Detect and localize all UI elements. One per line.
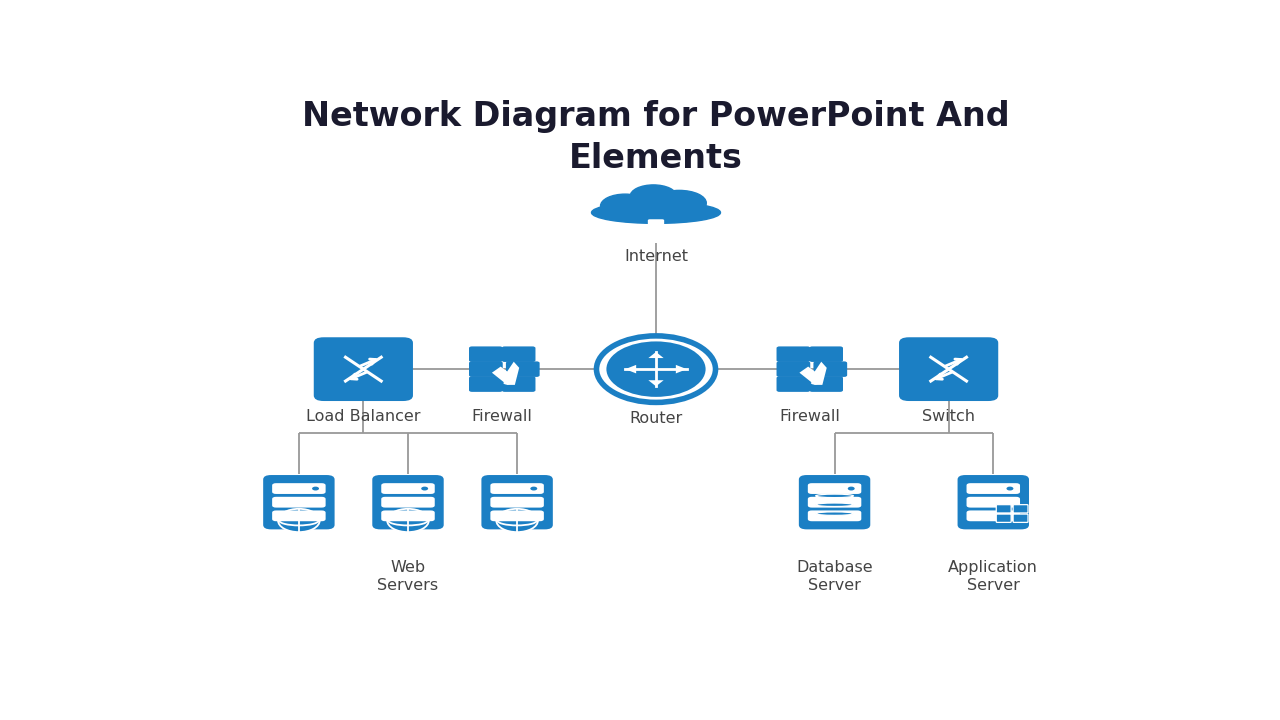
Text: Web
Servers: Web Servers bbox=[378, 560, 439, 593]
FancyBboxPatch shape bbox=[808, 510, 861, 521]
FancyBboxPatch shape bbox=[468, 377, 503, 392]
FancyBboxPatch shape bbox=[814, 513, 855, 523]
FancyBboxPatch shape bbox=[814, 495, 855, 505]
FancyBboxPatch shape bbox=[314, 337, 413, 401]
FancyBboxPatch shape bbox=[809, 346, 844, 362]
Text: Database
Server: Database Server bbox=[796, 560, 873, 593]
Text: Switch: Switch bbox=[922, 409, 975, 424]
FancyBboxPatch shape bbox=[799, 475, 870, 529]
FancyBboxPatch shape bbox=[381, 497, 435, 508]
Polygon shape bbox=[676, 365, 687, 374]
FancyBboxPatch shape bbox=[813, 361, 847, 377]
Ellipse shape bbox=[503, 382, 511, 384]
Ellipse shape bbox=[812, 382, 818, 384]
Text: Application
Server: Application Server bbox=[948, 560, 1038, 593]
Circle shape bbox=[497, 509, 538, 532]
Circle shape bbox=[421, 487, 428, 490]
FancyBboxPatch shape bbox=[502, 377, 535, 392]
Polygon shape bbox=[625, 365, 636, 374]
FancyBboxPatch shape bbox=[273, 497, 325, 508]
Circle shape bbox=[312, 487, 319, 490]
FancyBboxPatch shape bbox=[648, 220, 664, 227]
Polygon shape bbox=[649, 380, 663, 387]
Polygon shape bbox=[649, 352, 663, 358]
FancyBboxPatch shape bbox=[481, 475, 553, 529]
Circle shape bbox=[847, 487, 855, 490]
Text: Internet: Internet bbox=[625, 249, 689, 264]
Circle shape bbox=[1006, 487, 1014, 490]
Text: Network Diagram for PowerPoint And
Elements: Network Diagram for PowerPoint And Eleme… bbox=[302, 100, 1010, 176]
FancyBboxPatch shape bbox=[966, 483, 1020, 494]
Ellipse shape bbox=[630, 185, 677, 207]
Text: Router: Router bbox=[630, 410, 682, 426]
FancyBboxPatch shape bbox=[490, 497, 544, 508]
FancyBboxPatch shape bbox=[777, 346, 810, 362]
Ellipse shape bbox=[600, 194, 649, 217]
Circle shape bbox=[607, 341, 705, 397]
FancyBboxPatch shape bbox=[996, 514, 1011, 523]
FancyBboxPatch shape bbox=[468, 346, 503, 362]
Ellipse shape bbox=[815, 512, 854, 516]
FancyBboxPatch shape bbox=[777, 361, 810, 377]
FancyBboxPatch shape bbox=[381, 483, 435, 494]
FancyBboxPatch shape bbox=[490, 483, 544, 494]
Ellipse shape bbox=[815, 494, 854, 498]
Ellipse shape bbox=[591, 202, 721, 223]
FancyBboxPatch shape bbox=[966, 510, 1020, 521]
FancyBboxPatch shape bbox=[490, 510, 544, 521]
FancyBboxPatch shape bbox=[957, 475, 1029, 529]
FancyBboxPatch shape bbox=[381, 510, 435, 521]
Circle shape bbox=[596, 336, 716, 402]
FancyBboxPatch shape bbox=[996, 505, 1011, 513]
FancyBboxPatch shape bbox=[372, 475, 444, 529]
FancyBboxPatch shape bbox=[1014, 505, 1028, 513]
FancyBboxPatch shape bbox=[506, 361, 540, 377]
FancyBboxPatch shape bbox=[814, 504, 855, 513]
FancyBboxPatch shape bbox=[808, 497, 861, 508]
Ellipse shape bbox=[815, 503, 854, 506]
FancyBboxPatch shape bbox=[899, 337, 998, 401]
FancyBboxPatch shape bbox=[966, 497, 1020, 508]
Circle shape bbox=[278, 509, 320, 532]
Circle shape bbox=[387, 509, 429, 532]
FancyBboxPatch shape bbox=[264, 475, 334, 529]
FancyBboxPatch shape bbox=[777, 377, 810, 392]
FancyBboxPatch shape bbox=[502, 346, 535, 362]
Text: Load Balancer: Load Balancer bbox=[306, 409, 421, 424]
FancyBboxPatch shape bbox=[808, 483, 861, 494]
Polygon shape bbox=[800, 361, 827, 385]
Polygon shape bbox=[492, 361, 520, 385]
FancyBboxPatch shape bbox=[809, 377, 844, 392]
FancyBboxPatch shape bbox=[468, 361, 503, 377]
Ellipse shape bbox=[652, 190, 707, 216]
Text: Firewall: Firewall bbox=[472, 409, 532, 424]
FancyBboxPatch shape bbox=[273, 510, 325, 521]
Text: Firewall: Firewall bbox=[780, 409, 840, 424]
Circle shape bbox=[530, 487, 538, 490]
FancyBboxPatch shape bbox=[273, 483, 325, 494]
FancyBboxPatch shape bbox=[1014, 514, 1028, 523]
